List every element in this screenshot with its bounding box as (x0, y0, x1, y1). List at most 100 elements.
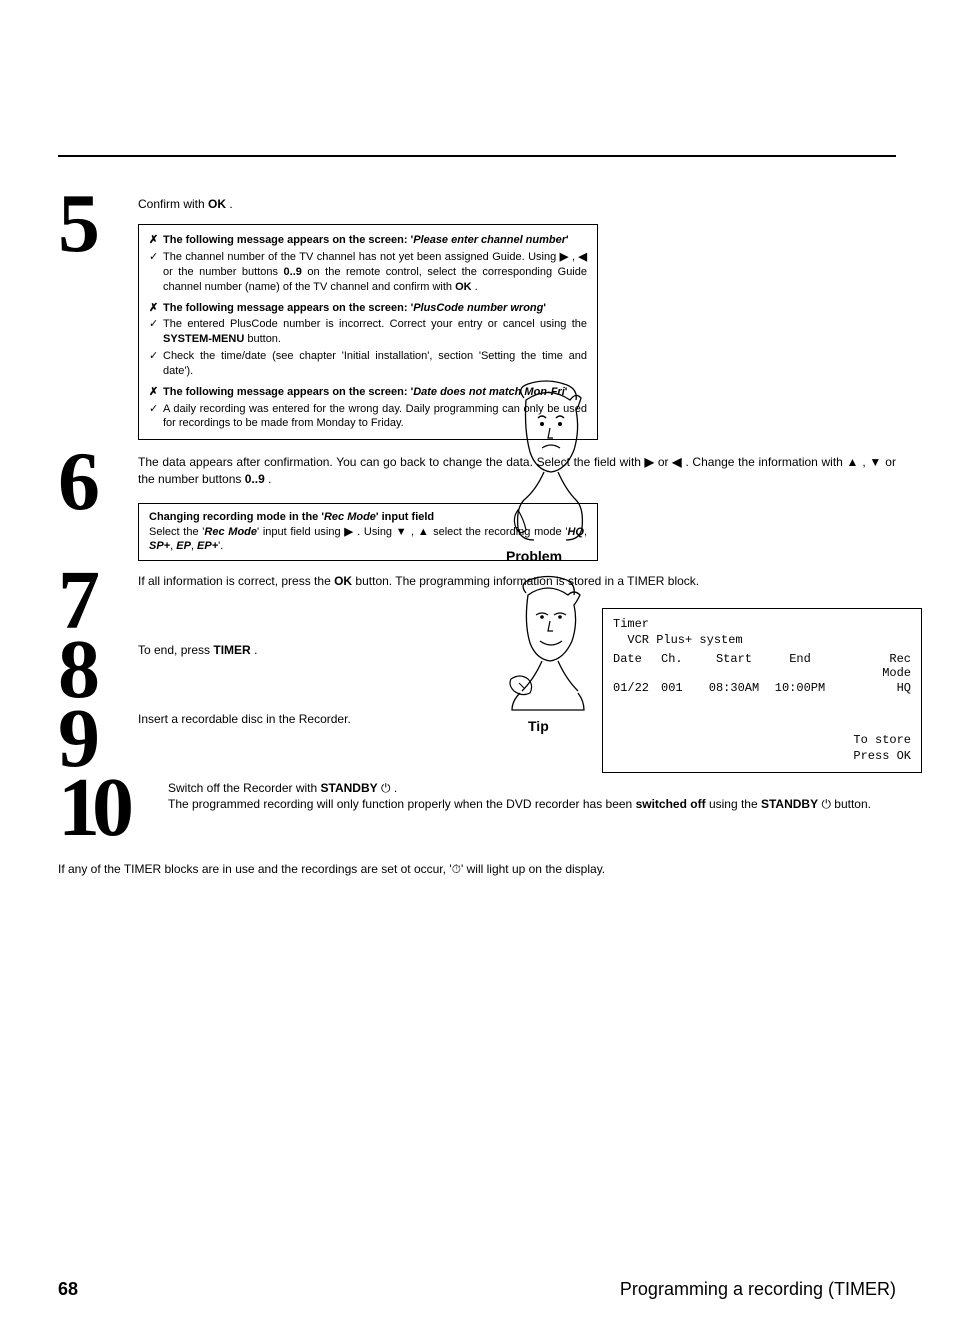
step-5: 5 Confirm with OK . ✗ The following mess… (58, 190, 896, 440)
up-arrow-icon: ▲ (847, 455, 859, 469)
text: '. (218, 540, 223, 552)
text: button. (247, 333, 281, 345)
down-arrow-icon: ▼ (396, 526, 408, 538)
text: ' input field using (257, 526, 344, 538)
text: Rec Mode (324, 511, 376, 523)
problem-label: Problem (506, 548, 562, 564)
x-icon: ✗ (149, 233, 163, 248)
screen-title: Timer (613, 617, 911, 633)
text: If all information is correct, press the (138, 574, 334, 588)
text: The programmed recording will only funct… (168, 797, 636, 811)
standby-icon: ⏻ (821, 797, 834, 811)
problem-face-icon (506, 380, 591, 545)
text: The entered PlusCode number is incorrect… (163, 318, 587, 330)
text: switched off (636, 797, 706, 811)
text: using the (709, 797, 761, 811)
system-menu-button-label: SYSTEM-MENU (163, 333, 244, 345)
text: ' (566, 234, 569, 246)
text: SP+ (149, 540, 170, 552)
tip-face-icon (506, 575, 591, 715)
problem-fix: ✓ The channel number of the TV channel h… (149, 250, 587, 295)
text: or (658, 455, 672, 469)
up-arrow-icon: ▲ (418, 526, 430, 538)
check-icon: ✓ (149, 250, 163, 295)
check-icon: ✓ (149, 402, 163, 432)
step-10: 10 Switch off the Recorder with STANDBY … (58, 774, 896, 843)
text: The following message appears on the scr… (163, 302, 413, 314)
text: . (394, 781, 397, 795)
val-ch: 001 (661, 681, 701, 697)
text: , (411, 526, 418, 538)
col-date: Date (613, 652, 661, 681)
text: button. (834, 797, 871, 811)
number-buttons-label: 0..9 (245, 472, 265, 486)
text: To end, press (138, 643, 213, 657)
ok-button-label: OK (455, 281, 472, 293)
timer-icon: ⏱ (452, 862, 461, 876)
text: EP (176, 540, 191, 552)
text: . Using (357, 526, 396, 538)
step-10-text: Switch off the Recorder with STANDBY ⏻ .… (168, 780, 896, 812)
left-arrow-icon: ◀ (672, 455, 682, 469)
val-end: 10:00PM (767, 681, 833, 697)
text: EP+ (197, 540, 218, 552)
step-6: 6 The data appears after confirmation. Y… (58, 448, 896, 561)
check-icon: ✓ (149, 349, 163, 379)
trailing-note: If any of the TIMER blocks are in use an… (58, 861, 778, 877)
step-number: 6 (58, 448, 138, 517)
col-ch: Ch. (661, 652, 701, 681)
text: . (268, 472, 271, 486)
text: ' input field (376, 511, 434, 523)
text: The following message appears on the scr… (163, 386, 413, 398)
step-number: 5 (58, 190, 138, 259)
x-icon: ✗ (149, 301, 163, 316)
text: ' will light up on the display. (461, 862, 605, 876)
screen-footer-2: Press OK (613, 749, 911, 765)
screen-subtitle: VCR Plus+ system (613, 633, 911, 649)
val-date: 01/22 (613, 681, 661, 697)
page-number: 68 (58, 1279, 78, 1300)
number-buttons-label: 0..9 (284, 266, 302, 278)
text: . (229, 197, 232, 211)
x-icon: ✗ (149, 385, 163, 400)
top-rule (58, 155, 896, 157)
text: Check the time/date (see chapter 'Initia… (163, 349, 587, 379)
standby-button-label: STANDBY (321, 781, 378, 795)
check-icon: ✓ (149, 317, 163, 347)
right-arrow-icon: ▶ (645, 455, 655, 469)
page-footer: 68 Programming a recording (TIMER) (58, 1279, 896, 1300)
problem-issue: ✗ The following message appears on the s… (149, 301, 587, 316)
ok-button-label: OK (208, 197, 226, 211)
text: ' (543, 302, 546, 314)
text: The channel number of the TV channel has… (163, 251, 560, 263)
text: The following message appears on the scr… (163, 234, 413, 246)
text: . Change the information with (685, 455, 846, 469)
col-start: Start (701, 652, 767, 681)
text: . (254, 643, 257, 657)
screen-footer-1: To store (613, 733, 911, 749)
text: or the number buttons (163, 266, 284, 278)
tip-label: Tip (528, 718, 549, 734)
timer-screen-mockup: Timer VCR Plus+ system Date Ch. Start En… (602, 608, 922, 773)
val-mode: HQ (833, 681, 911, 697)
step-5-text: Confirm with OK . (138, 196, 896, 212)
step-number: 10 (58, 774, 168, 843)
chapter-title: Programming a recording (TIMER) (620, 1279, 896, 1300)
problem-issue: ✗ The following message appears on the s… (149, 233, 587, 248)
text: Select the ' (149, 526, 204, 538)
standby-icon: ⏻ (381, 781, 394, 795)
text: Switch off the Recorder with (168, 781, 321, 795)
timer-button-label: TIMER (213, 643, 250, 657)
text: If any of the TIMER blocks are in use an… (58, 862, 452, 876)
col-end: End (767, 652, 833, 681)
standby-button-label: STANDBY (761, 797, 818, 811)
text: Changing recording mode in the ' (149, 511, 324, 523)
text: Please enter channel number (413, 234, 566, 246)
down-arrow-icon: ▼ (869, 455, 881, 469)
problem-fix: ✓ The entered PlusCode number is incorre… (149, 317, 587, 347)
text: Confirm with (138, 197, 208, 211)
val-start: 08:30AM (701, 681, 767, 697)
col-mode: Mode (833, 666, 911, 682)
text: PlusCode number wrong (413, 302, 543, 314)
right-arrow-icon: ▶ (560, 251, 569, 263)
